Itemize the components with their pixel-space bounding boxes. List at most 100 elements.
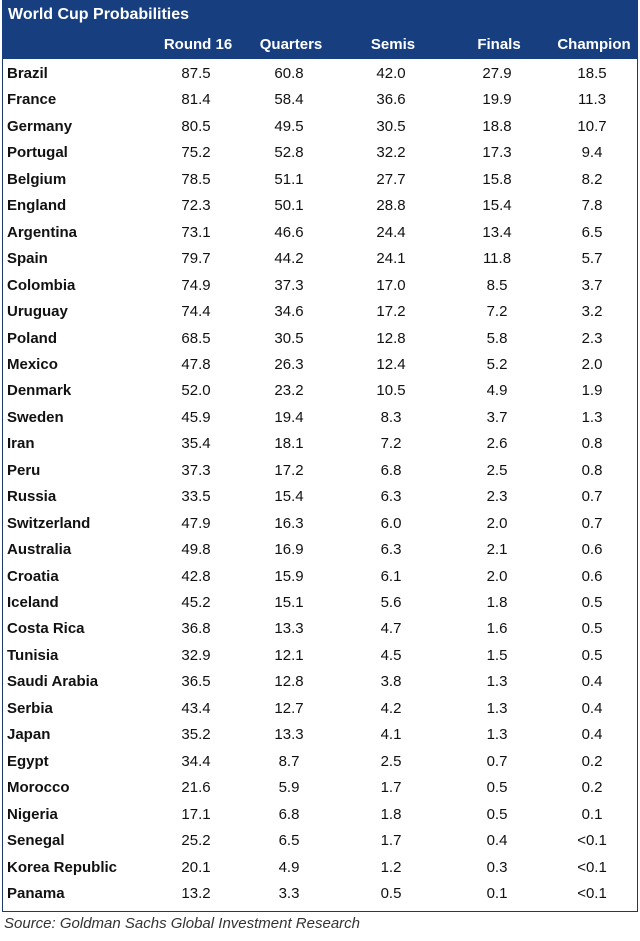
cell-champion: 3.2 [581,303,603,321]
table-header: World Cup Probabilities Round 16 Quarter… [2,0,638,59]
cell-semis: 30.5 [376,117,406,135]
country-name: Brazil [7,65,48,82]
cell-semis: 1.8 [380,805,402,823]
cell-champion: 0.5 [581,620,603,638]
table-row: Sweden 45.9 19.4 8.3 3.7 1.3 [3,405,637,431]
cell-semis: 42.0 [376,65,406,82]
cell-champion: 0.4 [581,726,603,744]
country-name: Costa Rica [7,620,85,638]
table-row: Egypt 34.4 8.7 2.5 0.7 0.2 [3,749,637,775]
cell-finals: 4.9 [486,382,508,400]
column-header-finals: Finals [477,36,521,53]
cell-semis: 4.7 [380,620,402,638]
cell-round-16: 36.5 [181,673,211,691]
country-name: Morocco [7,779,70,797]
cell-semis: 6.3 [380,541,402,559]
table-row: Argentina 73.1 46.6 24.4 13.4 6.5 [3,220,637,246]
table-row: Switzerland 47.9 16.3 6.0 2.0 0.7 [3,511,637,537]
table-row: Germany 80.5 49.5 30.5 18.8 10.7 [3,114,637,140]
cell-round-16: 75.2 [181,144,211,162]
table-row: Iceland 45.2 15.1 5.6 1.8 0.5 [3,590,637,616]
cell-round-16: 79.7 [181,250,211,268]
cell-semis: 6.3 [380,488,402,506]
table-row: Brazil 87.5 60.8 42.0 27.9 18.5 [3,61,637,87]
cell-round-16: 20.1 [181,858,211,876]
country-name: Serbia [7,699,53,717]
cell-semis: 5.6 [380,594,402,611]
cell-finals: 2.0 [486,514,508,532]
cell-round-16: 52.0 [181,382,211,400]
cell-finals: 0.3 [486,858,508,876]
cell-finals: 0.5 [486,779,508,797]
cell-quarters: 3.3 [278,884,300,902]
cell-round-16: 73.1 [181,223,211,241]
country-name: Poland [7,329,58,347]
cell-quarters: 60.8 [274,65,304,82]
cell-champion: 1.3 [581,408,603,426]
cell-round-16: 34.4 [181,752,211,770]
cell-quarters: 23.2 [274,382,304,400]
country-name: Saudi Arabia [7,673,99,691]
cell-champion: 1.9 [581,382,603,400]
cell-champion: <0.1 [577,832,607,850]
cell-finals: 15.8 [482,170,512,188]
cell-round-16: 35.4 [181,435,211,453]
table-row: Croatia 42.8 15.9 6.1 2.0 0.6 [3,564,637,590]
column-header-semis: Semis [370,36,416,53]
cell-champion: 8.2 [581,170,603,188]
country-name: Korea Republic [7,858,118,876]
cell-finals: 1.3 [486,726,508,744]
cell-semis: 27.7 [376,170,406,188]
cell-semis: 1.7 [380,832,402,850]
cell-round-16: 43.4 [181,699,211,717]
cell-quarters: 52.8 [274,144,304,162]
cell-semis: 1.2 [380,858,402,876]
cell-champion: 0.5 [581,646,603,664]
cell-champion: 0.2 [581,779,603,797]
table-row: Saudi Arabia 36.5 12.8 3.8 1.3 0.4 [3,669,637,695]
cell-finals: 15.4 [482,197,512,215]
cell-round-16: 80.5 [181,117,211,135]
cell-quarters: 16.9 [274,541,304,559]
country-name: Uruguay [7,303,68,321]
table-row: Peru 37.3 17.2 6.8 2.5 0.8 [3,458,637,484]
cell-quarters: 12.7 [274,699,304,717]
cell-champion: 0.5 [581,594,603,611]
cell-round-16: 74.4 [181,303,211,321]
cell-semis: 4.2 [380,699,402,717]
cell-champion: 0.8 [581,435,603,453]
cell-semis: 4.1 [380,726,402,744]
cell-quarters: 30.5 [274,329,304,347]
cell-quarters: 15.4 [274,488,304,506]
table-frame [2,0,638,912]
cell-semis: 24.1 [376,250,406,268]
cell-champion: 3.7 [581,276,603,294]
country-name: Russia [7,488,57,506]
country-name: Nigeria [7,805,58,823]
cell-quarters: 26.3 [274,355,304,373]
cell-champion: 2.0 [581,355,603,373]
cell-quarters: 8.7 [278,752,300,770]
cell-finals: 1.3 [486,699,508,717]
cell-champion: 6.5 [581,223,603,241]
cell-round-16: 81.4 [181,91,211,109]
cell-round-16: 21.6 [181,779,211,797]
cell-round-16: 35.2 [181,726,211,744]
cell-finals: 1.3 [486,673,508,691]
cell-champion: 7.8 [581,197,603,215]
cell-finals: 2.1 [486,541,508,559]
cell-round-16: 36.8 [181,620,211,638]
cell-round-16: 25.2 [181,832,211,850]
cell-round-16: 74.9 [181,276,211,294]
cell-champion: 11.3 [577,91,607,109]
cell-finals: 0.1 [486,884,508,902]
cell-quarters: 49.5 [274,117,304,135]
cell-finals: 7.2 [486,303,508,321]
table-row: Costa Rica 36.8 13.3 4.7 1.6 0.5 [3,616,637,642]
country-name: Peru [7,461,41,479]
cell-finals: 1.6 [486,620,508,638]
table-row: Portugal 75.2 52.8 32.2 17.3 9.4 [3,140,637,166]
country-name: Senegal [7,832,65,850]
